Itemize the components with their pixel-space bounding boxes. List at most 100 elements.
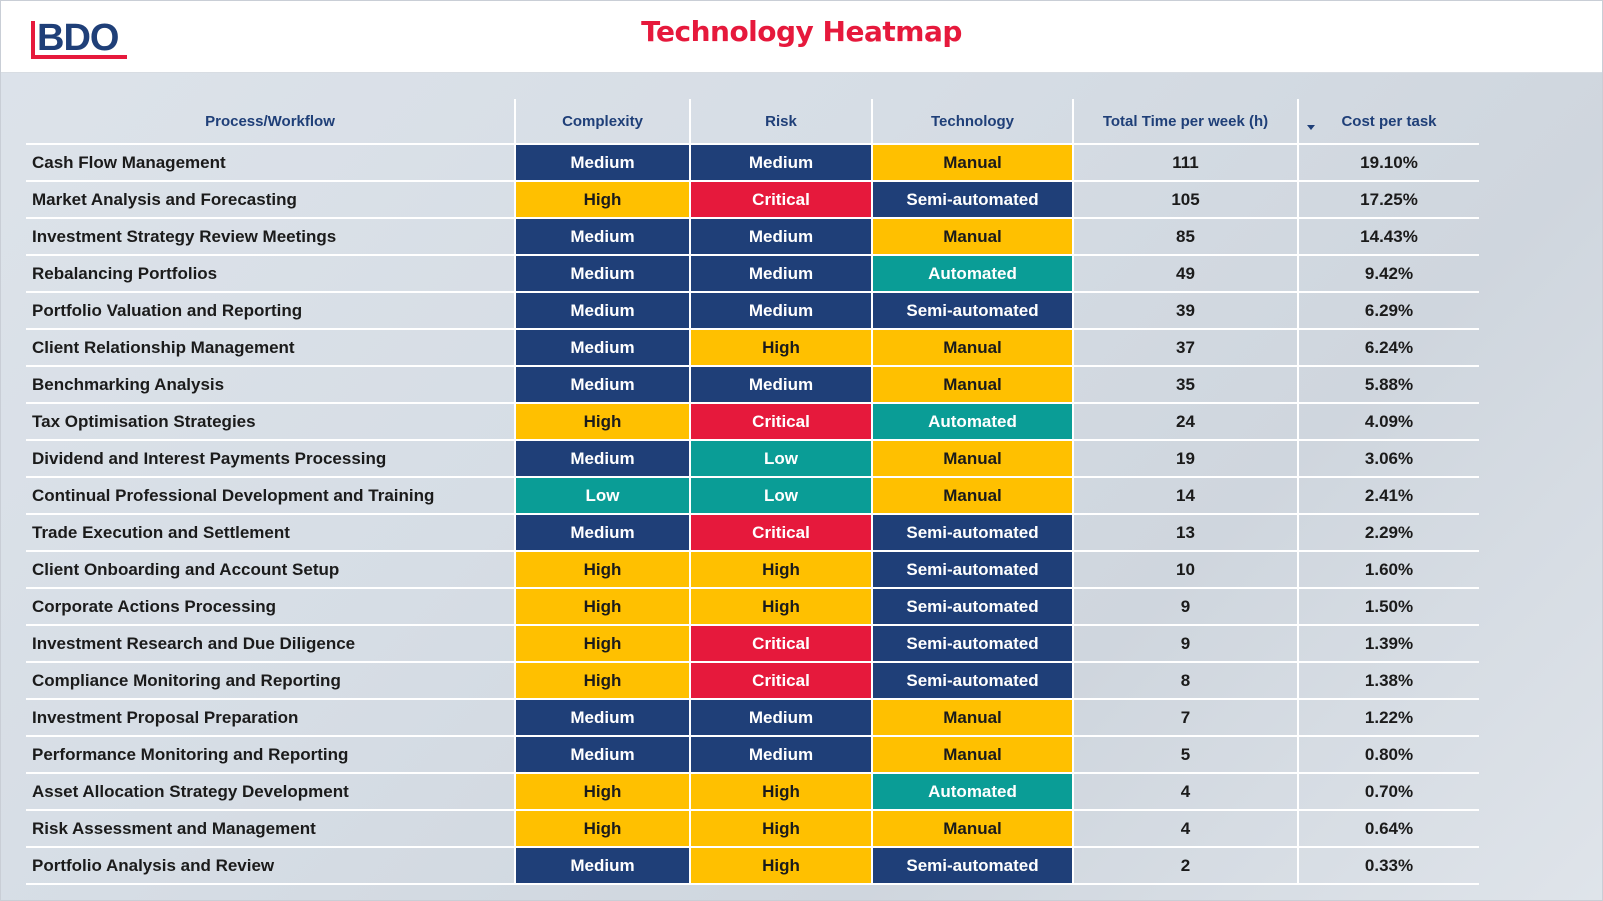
cell-cost: 0.64% [1297,811,1479,848]
logo-text: BDO [37,17,119,59]
cell-total-time: 13 [1072,515,1297,552]
cell-technology: Semi-automated [871,515,1072,552]
table-row[interactable]: Portfolio Analysis and Review Medium High S… [26,848,1479,885]
table-row[interactable]: Benchmarking Analysis Medium Medium Manual 3… [26,367,1479,404]
cell-process: Risk Assessment and Management [26,811,514,848]
cell-cost: 1.50% [1297,589,1479,626]
cell-risk: High [689,774,871,811]
cell-cost: 0.80% [1297,737,1479,774]
bdo-logo: BDO [31,17,127,61]
cell-complexity: Medium [514,367,689,404]
cell-risk: Low [689,478,871,515]
cell-complexity: Medium [514,256,689,293]
logo-underline [31,55,127,59]
cell-total-time: 85 [1072,219,1297,256]
col-header-risk[interactable]: Risk [689,99,871,145]
col-header-process[interactable]: Process/Workflow [26,99,514,145]
cell-cost: 17.25% [1297,182,1479,219]
table-row[interactable]: Asset Allocation Strategy Development Hig… [26,774,1479,811]
cell-process: Trade Execution and Settlement [26,515,514,552]
cell-technology: Semi-automated [871,663,1072,700]
cell-complexity: High [514,182,689,219]
table-row[interactable]: Tax Optimisation Strategies High Critical A… [26,404,1479,441]
cell-process: Rebalancing Portfolios [26,256,514,293]
table-row[interactable]: Investment Proposal Preparation Medium Med… [26,700,1479,737]
table-row[interactable]: Client Relationship Management Medium High… [26,330,1479,367]
table-row[interactable]: Dividend and Interest Payments Processin… [26,441,1479,478]
cell-risk: Medium [689,293,871,330]
table-row[interactable]: Portfolio Valuation and Reporting Medium M… [26,293,1479,330]
cell-cost: 0.33% [1297,848,1479,885]
cell-total-time: 24 [1072,404,1297,441]
table-row[interactable]: Trade Execution and Settlement Medium Crit… [26,515,1479,552]
col-header-cost[interactable]: Cost per task [1297,99,1479,145]
table-row[interactable]: Corporate Actions Processing High High Semi… [26,589,1479,626]
cell-complexity: Medium [514,441,689,478]
page-title: Technology Heatmap [641,15,962,48]
table-row[interactable]: Investment Research and Due Diligence Hig… [26,626,1479,663]
cell-total-time: 2 [1072,848,1297,885]
logo-accent-bar [31,21,35,59]
cell-risk: Medium [689,219,871,256]
cell-cost: 5.88% [1297,367,1479,404]
cell-complexity: High [514,774,689,811]
table-row[interactable]: Cash Flow Management Medium Medium Manual 11… [26,145,1479,182]
col-header-total-time[interactable]: Total Time per week (h) [1072,99,1297,145]
cell-complexity: High [514,811,689,848]
table-row[interactable]: Market Analysis and Forecasting High Criti… [26,182,1479,219]
cell-complexity: Medium [514,848,689,885]
cell-cost: 19.10% [1297,145,1479,182]
cell-technology: Semi-automated [871,848,1072,885]
table-row[interactable]: Continual Professional Development and T… [26,478,1479,515]
cell-cost: 0.70% [1297,774,1479,811]
cell-cost: 2.41% [1297,478,1479,515]
cell-complexity: Medium [514,515,689,552]
cell-total-time: 10 [1072,552,1297,589]
cell-risk: Critical [689,515,871,552]
cell-technology: Manual [871,811,1072,848]
cell-cost: 1.38% [1297,663,1479,700]
cell-process: Client Onboarding and Account Setup [26,552,514,589]
cell-cost: 6.24% [1297,330,1479,367]
cell-technology: Manual [871,478,1072,515]
cell-risk: High [689,330,871,367]
cell-total-time: 19 [1072,441,1297,478]
cell-cost: 9.42% [1297,256,1479,293]
cell-total-time: 9 [1072,626,1297,663]
cell-technology: Manual [871,700,1072,737]
cell-technology: Semi-automated [871,552,1072,589]
table-row[interactable]: Rebalancing Portfolios Medium Medium Automa… [26,256,1479,293]
cell-process: Client Relationship Management [26,330,514,367]
table-row[interactable]: Client Onboarding and Account Setup High H… [26,552,1479,589]
cell-total-time: 8 [1072,663,1297,700]
cell-technology: Semi-automated [871,589,1072,626]
cell-cost: 3.06% [1297,441,1479,478]
cell-process: Portfolio Analysis and Review [26,848,514,885]
sort-descending-icon[interactable] [1307,125,1315,130]
cell-risk: Critical [689,626,871,663]
cell-total-time: 4 [1072,774,1297,811]
cell-risk: Medium [689,367,871,404]
col-header-complexity[interactable]: Complexity [514,99,689,145]
cell-complexity: High [514,404,689,441]
col-header-technology[interactable]: Technology [871,99,1072,145]
cell-risk: Medium [689,256,871,293]
heatmap-table-container: Process/Workflow Complexity Risk Technol… [26,99,1479,885]
cell-total-time: 9 [1072,589,1297,626]
table-row[interactable]: Performance Monitoring and Reporting Medi… [26,737,1479,774]
cell-process: Portfolio Valuation and Reporting [26,293,514,330]
table-row[interactable]: Risk Assessment and Management High High Ma… [26,811,1479,848]
cell-complexity: Medium [514,293,689,330]
cell-risk: Medium [689,737,871,774]
report-header: BDO Technology Heatmap [1,1,1602,73]
table-row[interactable]: Compliance Monitoring and Reporting High C… [26,663,1479,700]
table-row[interactable]: Investment Strategy Review Meetings Mediu… [26,219,1479,256]
heatmap-table: Process/Workflow Complexity Risk Technol… [26,99,1479,885]
cell-complexity: Medium [514,737,689,774]
cell-technology: Manual [871,367,1072,404]
cell-technology: Manual [871,441,1072,478]
cell-technology: Semi-automated [871,182,1072,219]
cell-complexity: Medium [514,219,689,256]
cell-complexity: Low [514,478,689,515]
cell-total-time: 105 [1072,182,1297,219]
